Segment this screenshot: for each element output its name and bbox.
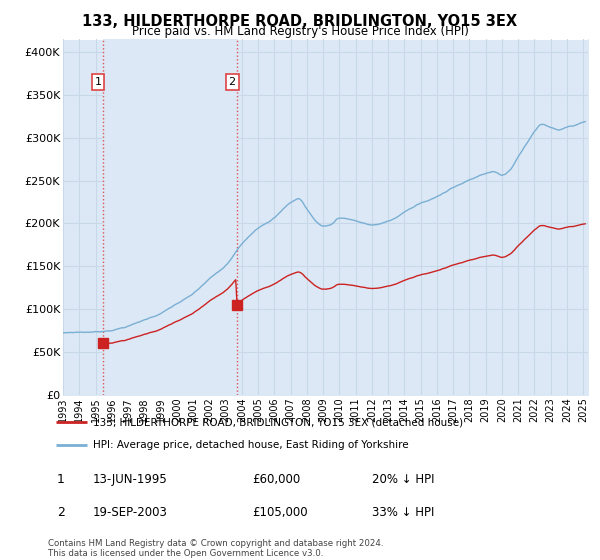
Text: 33% ↓ HPI: 33% ↓ HPI [372, 506, 434, 519]
Text: 1: 1 [95, 77, 101, 87]
Text: 13-JUN-1995: 13-JUN-1995 [93, 473, 168, 487]
Text: £60,000: £60,000 [252, 473, 300, 487]
Text: 133, HILDERTHORPE ROAD, BRIDLINGTON, YO15 3EX: 133, HILDERTHORPE ROAD, BRIDLINGTON, YO1… [82, 14, 518, 29]
Text: Price paid vs. HM Land Registry's House Price Index (HPI): Price paid vs. HM Land Registry's House … [131, 25, 469, 38]
Bar [103, 39, 237, 395]
Text: 1: 1 [56, 473, 65, 487]
Text: £105,000: £105,000 [252, 506, 308, 519]
Text: 2: 2 [229, 77, 236, 87]
Text: 2: 2 [56, 506, 65, 519]
Text: 20% ↓ HPI: 20% ↓ HPI [372, 473, 434, 487]
Text: 133, HILDERTHORPE ROAD, BRIDLINGTON, YO15 3EX (detached house): 133, HILDERTHORPE ROAD, BRIDLINGTON, YO1… [92, 417, 463, 427]
Text: Contains HM Land Registry data © Crown copyright and database right 2024.
This d: Contains HM Land Registry data © Crown c… [48, 539, 383, 558]
Text: HPI: Average price, detached house, East Riding of Yorkshire: HPI: Average price, detached house, East… [92, 440, 408, 450]
Text: 19-SEP-2003: 19-SEP-2003 [93, 506, 168, 519]
